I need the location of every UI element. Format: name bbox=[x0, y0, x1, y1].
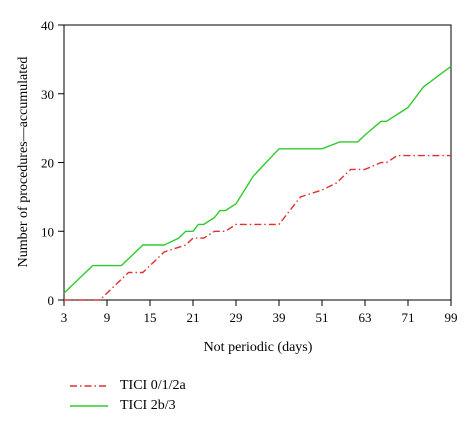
series-line-tici-2b3 bbox=[64, 66, 451, 293]
x-tick-label: 51 bbox=[316, 310, 329, 325]
legend-label-tici-2b3: TICI 2b/3 bbox=[120, 398, 176, 414]
x-tick-label: 21 bbox=[187, 310, 200, 325]
y-tick-label: 0 bbox=[48, 293, 55, 308]
x-tick-label: 15 bbox=[144, 310, 157, 325]
x-tick-label: 29 bbox=[230, 310, 243, 325]
y-tick-label: 40 bbox=[41, 18, 54, 33]
series-layer bbox=[64, 66, 451, 300]
y-axis-title: Number of procedures—accumulated bbox=[16, 57, 31, 268]
x-axis-title: Not periodic (days) bbox=[204, 340, 313, 355]
plot-frame bbox=[64, 25, 451, 300]
legend-swatch-tici-012a bbox=[70, 381, 108, 391]
legend-item-tici-2b3: TICI 2b/3 bbox=[70, 396, 186, 416]
series-line-tici-012a bbox=[64, 156, 451, 300]
y-tick-label: 20 bbox=[41, 156, 54, 171]
y-tick-label: 30 bbox=[41, 87, 54, 102]
legend: TICI 0/1/2a TICI 2b/3 bbox=[70, 376, 186, 416]
x-tick-label: 39 bbox=[273, 310, 286, 325]
x-tick-label: 99 bbox=[445, 310, 458, 325]
legend-item-tici-012a: TICI 0/1/2a bbox=[70, 376, 186, 396]
plot-border bbox=[64, 25, 451, 300]
x-tick-label: 9 bbox=[104, 310, 111, 325]
x-tick-label: 3 bbox=[61, 310, 68, 325]
x-tick-label: 71 bbox=[402, 310, 415, 325]
y-tick-label: 10 bbox=[41, 224, 54, 239]
x-tick-label: 63 bbox=[359, 310, 372, 325]
x-axis: 3 9 15 21 29 39 51 63 71 99 bbox=[61, 300, 458, 325]
y-axis: 0 10 20 30 40 bbox=[41, 18, 64, 308]
legend-label-tici-012a: TICI 0/1/2a bbox=[120, 378, 186, 394]
legend-swatch-tici-2b3 bbox=[70, 401, 108, 411]
